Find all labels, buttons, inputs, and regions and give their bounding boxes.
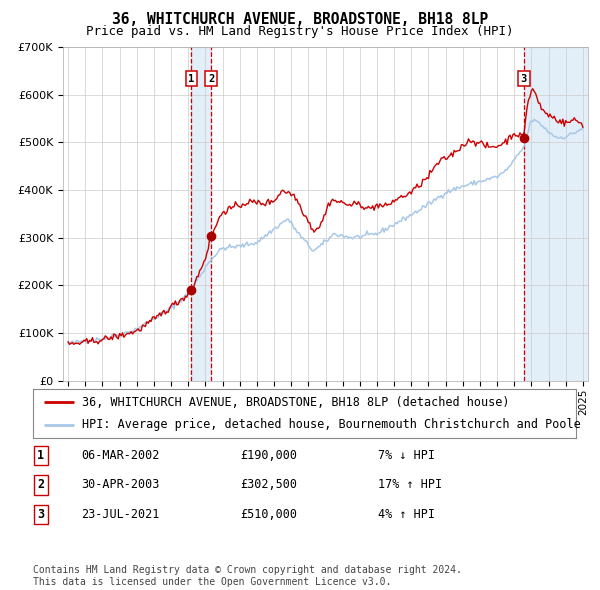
Text: 2: 2: [37, 478, 44, 491]
Text: 17% ↑ HPI: 17% ↑ HPI: [378, 478, 442, 491]
Text: 2: 2: [208, 74, 214, 84]
Text: Price paid vs. HM Land Registry's House Price Index (HPI): Price paid vs. HM Land Registry's House …: [86, 25, 514, 38]
Text: 23-JUL-2021: 23-JUL-2021: [81, 508, 160, 521]
Text: 36, WHITCHURCH AVENUE, BROADSTONE, BH18 8LP: 36, WHITCHURCH AVENUE, BROADSTONE, BH18 …: [112, 12, 488, 27]
Text: 1: 1: [37, 449, 44, 462]
Bar: [524, 47, 592, 381]
Text: 06-MAR-2002: 06-MAR-2002: [81, 449, 160, 462]
Text: £190,000: £190,000: [240, 449, 297, 462]
Text: 7% ↓ HPI: 7% ↓ HPI: [378, 449, 435, 462]
Text: Contains HM Land Registry data © Crown copyright and database right 2024.
This d: Contains HM Land Registry data © Crown c…: [33, 565, 462, 587]
Text: 36, WHITCHURCH AVENUE, BROADSTONE, BH18 8LP (detached house): 36, WHITCHURCH AVENUE, BROADSTONE, BH18 …: [82, 396, 509, 409]
Text: £510,000: £510,000: [240, 508, 297, 521]
Text: 3: 3: [521, 74, 527, 84]
Bar: [191, 47, 211, 381]
Text: HPI: Average price, detached house, Bournemouth Christchurch and Poole: HPI: Average price, detached house, Bour…: [82, 418, 581, 431]
Text: 3: 3: [37, 508, 44, 521]
Text: 1: 1: [188, 74, 194, 84]
Text: 4% ↑ HPI: 4% ↑ HPI: [378, 508, 435, 521]
Text: £302,500: £302,500: [240, 478, 297, 491]
Text: 30-APR-2003: 30-APR-2003: [81, 478, 160, 491]
